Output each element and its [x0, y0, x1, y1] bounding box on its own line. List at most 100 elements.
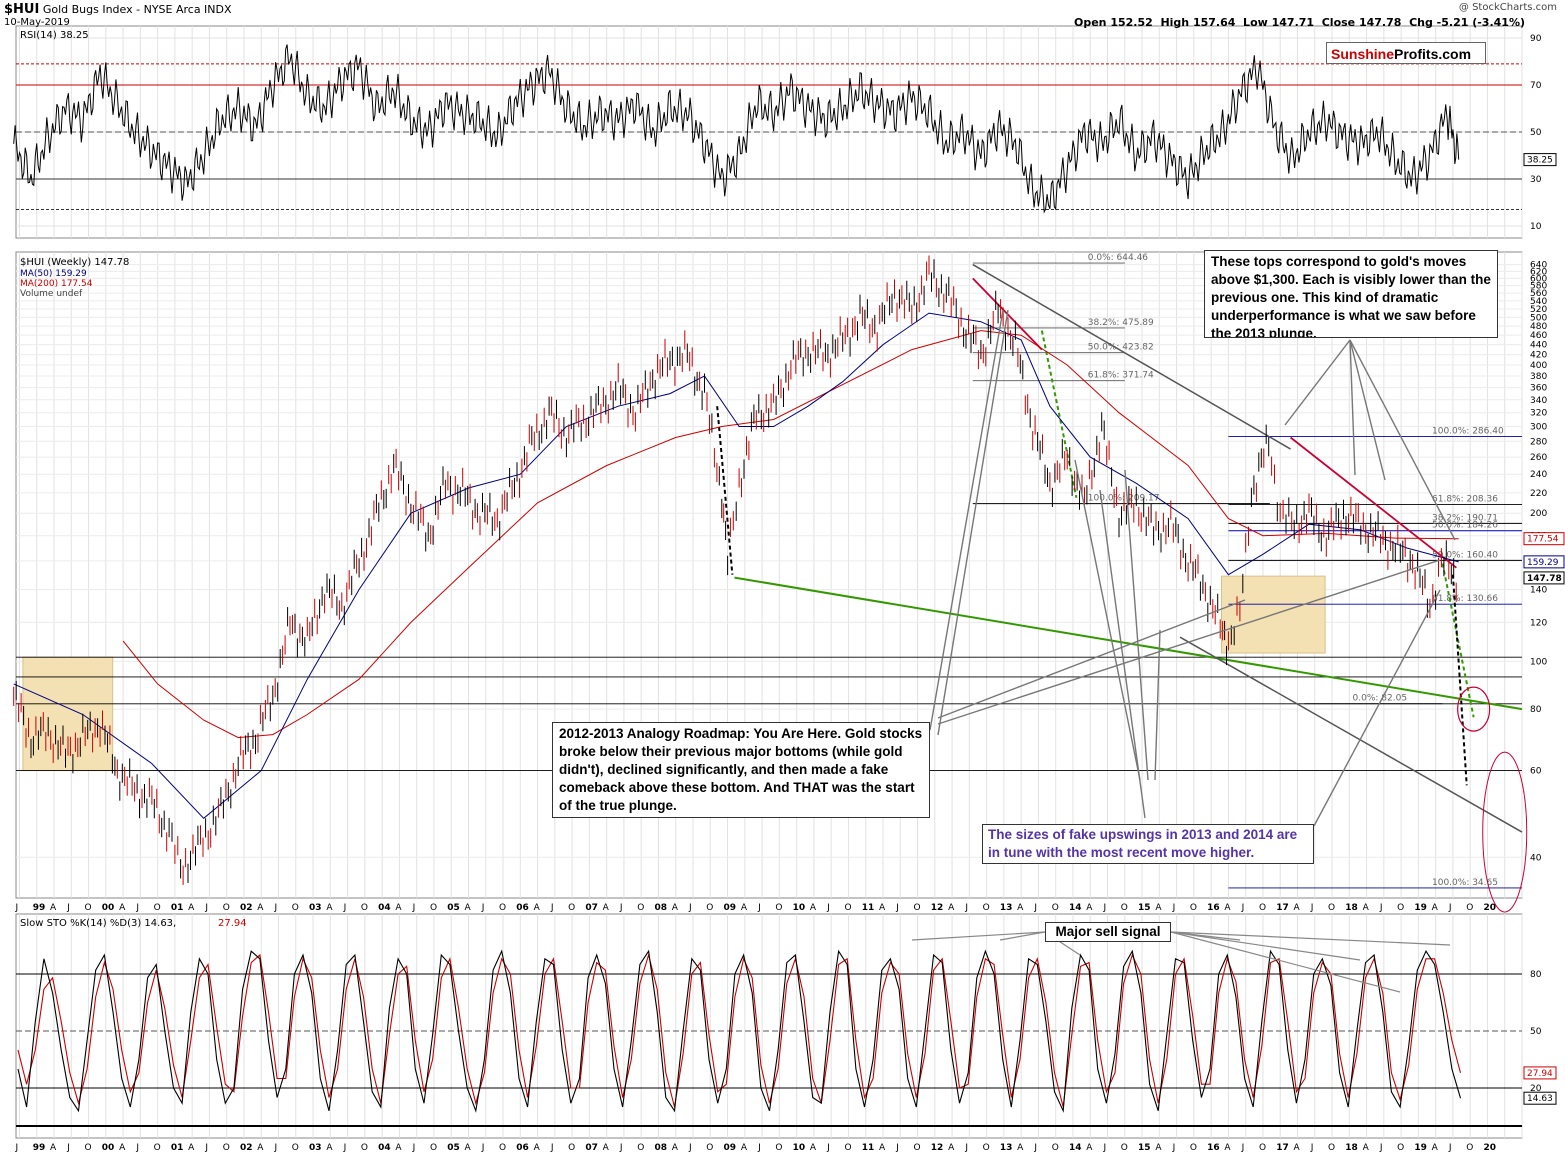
x-axis-label: A	[188, 903, 195, 913]
x-axis-label: J	[14, 903, 18, 913]
x-axis-label: O	[223, 903, 230, 913]
price-tick-label: 120	[1530, 618, 1547, 628]
x-axis-label-bottom: 02	[240, 1143, 253, 1153]
x-axis-label: O	[1121, 903, 1128, 913]
stockcharts-credit: @ StockCharts.com	[1458, 2, 1557, 13]
rsi-tick-label: 10	[1530, 222, 1542, 232]
annotation-fake-upswings: The sizes of fake upswings in 2013 and 2…	[982, 824, 1314, 864]
annotation-pointer	[1124, 469, 1149, 781]
x-axis-label-bottom: 12	[931, 1143, 944, 1153]
price-tick-label: 400	[1530, 361, 1547, 371]
price-legend-ma200: MA(200) 177.54	[20, 279, 93, 289]
x-axis-label-bottom: J	[204, 1143, 208, 1153]
price-tick-label: 220	[1530, 489, 1547, 499]
ma50-line	[13, 312, 1459, 819]
annotation-pointer	[937, 309, 1009, 736]
stoch-k-line	[17, 949, 1462, 1113]
x-axis-label: A	[534, 903, 541, 913]
x-axis-label-bottom: A	[948, 1143, 955, 1153]
x-axis-label-bottom: J	[343, 1143, 347, 1153]
green-support-trendline	[734, 576, 1523, 711]
price-tick-label: 620	[1530, 267, 1547, 277]
x-axis-label-bottom: 07	[585, 1143, 598, 1153]
last-ma200-label: 177.54	[1527, 535, 1559, 545]
sell-signal-pointer	[999, 931, 1046, 941]
x-axis-label: A	[1432, 903, 1439, 913]
price-tick-label: 440	[1530, 341, 1547, 351]
sell-signal-pointer	[1170, 931, 1451, 946]
x-axis-label-bottom: O	[775, 1143, 782, 1153]
x-axis-label-bottom: J	[1103, 1143, 1107, 1153]
x-axis-label: J	[688, 903, 692, 913]
x-axis-label-bottom: A	[810, 1143, 817, 1153]
x-axis-label-bottom: J	[1448, 1143, 1452, 1153]
x-axis-label-bottom: 15	[1138, 1143, 1151, 1153]
x-axis-label: 09	[724, 903, 737, 913]
x-axis-label: J	[1241, 903, 1245, 913]
x-axis-label: O	[1328, 903, 1335, 913]
x-axis-label: J	[66, 903, 70, 913]
price-tick-label: 640	[1530, 261, 1547, 271]
x-axis-label-bottom: O	[1466, 1143, 1473, 1153]
x-axis-label-bottom: J	[135, 1143, 139, 1153]
price-tick-label: 80	[1530, 705, 1542, 715]
last-ma50-box	[1523, 555, 1565, 569]
x-axis-label-bottom: J	[66, 1143, 70, 1153]
x-axis-label-bottom: A	[395, 1143, 402, 1153]
x-axis-label-bottom: A	[534, 1143, 541, 1153]
x-axis-label-bottom: A	[603, 1143, 610, 1153]
x-axis-label: A	[50, 903, 57, 913]
x-axis-label: A	[1017, 903, 1024, 913]
target-circle-lower	[1482, 751, 1528, 913]
x-axis-label-bottom: A	[464, 1143, 471, 1153]
x-axis-label-bottom: J	[1310, 1143, 1314, 1153]
x-axis-label-bottom: 16	[1207, 1143, 1220, 1153]
x-axis-label-bottom: O	[154, 1143, 161, 1153]
x-axis-label: A	[603, 903, 610, 913]
x-axis-label-bottom: J	[412, 1143, 416, 1153]
annotation-pointer	[1349, 339, 1456, 541]
x-axis-label-bottom: A	[672, 1143, 679, 1153]
x-axis-label-bottom: O	[85, 1143, 92, 1153]
x-axis-label-bottom: A	[1086, 1143, 1093, 1153]
x-axis-label: A	[741, 903, 748, 913]
x-axis-label-bottom: A	[1432, 1143, 1439, 1153]
x-axis-label: 17	[1276, 903, 1289, 913]
x-axis-label: A	[1086, 903, 1093, 913]
x-axis-label-bottom: A	[1155, 1143, 1162, 1153]
x-axis-label: O	[775, 903, 782, 913]
annotation-tops: These tops correspond to gold's moves ab…	[1204, 250, 1498, 338]
header-symbol-line: $HUI Gold Bugs Index - NYSE Arca INDX	[4, 2, 232, 17]
sell-signal-pointer	[1170, 931, 1361, 961]
fib-label: 38.2%: 475.89	[1088, 318, 1154, 328]
x-axis-label: 07	[585, 903, 598, 913]
x-axis-label-bottom: O	[1259, 1143, 1266, 1153]
x-axis-label-bottom: A	[1224, 1143, 1231, 1153]
x-axis-label: O	[1052, 903, 1059, 913]
price-tick-label: 100	[1530, 657, 1547, 667]
symbol-label: $HUI	[4, 2, 40, 17]
x-axis-label-bottom: O	[637, 1143, 644, 1153]
sto-k-box	[1523, 1091, 1557, 1105]
x-axis-label: 15	[1138, 903, 1151, 913]
x-axis-label-bottom: O	[568, 1143, 575, 1153]
rsi-last-value-label: 38.25	[1527, 156, 1553, 166]
rsi-tick-label: 90	[1530, 34, 1542, 44]
x-axis-label-bottom: J	[481, 1143, 485, 1153]
x-axis-label: J	[204, 903, 208, 913]
x-axis-label: A	[395, 903, 402, 913]
x-axis-label-bottom: J	[619, 1143, 623, 1153]
price-legend-ma50: MA(50) 159.29	[20, 269, 87, 279]
x-axis-label-bottom: 05	[447, 1143, 460, 1153]
x-axis-label-bottom: 14	[1069, 1143, 1082, 1153]
x-axis-label: 03	[309, 903, 322, 913]
x-axis-label: O	[499, 903, 506, 913]
x-axis-label-bottom: J	[964, 1143, 968, 1153]
x-axis-label: O	[568, 903, 575, 913]
fib-label: 61.8%: 371.74	[1088, 371, 1154, 381]
x-axis-label-bottom: 13	[1000, 1143, 1013, 1153]
annotation-pointer	[929, 309, 1004, 731]
x-axis-label: J	[1448, 903, 1452, 913]
price-tick-label: 40	[1530, 853, 1542, 863]
